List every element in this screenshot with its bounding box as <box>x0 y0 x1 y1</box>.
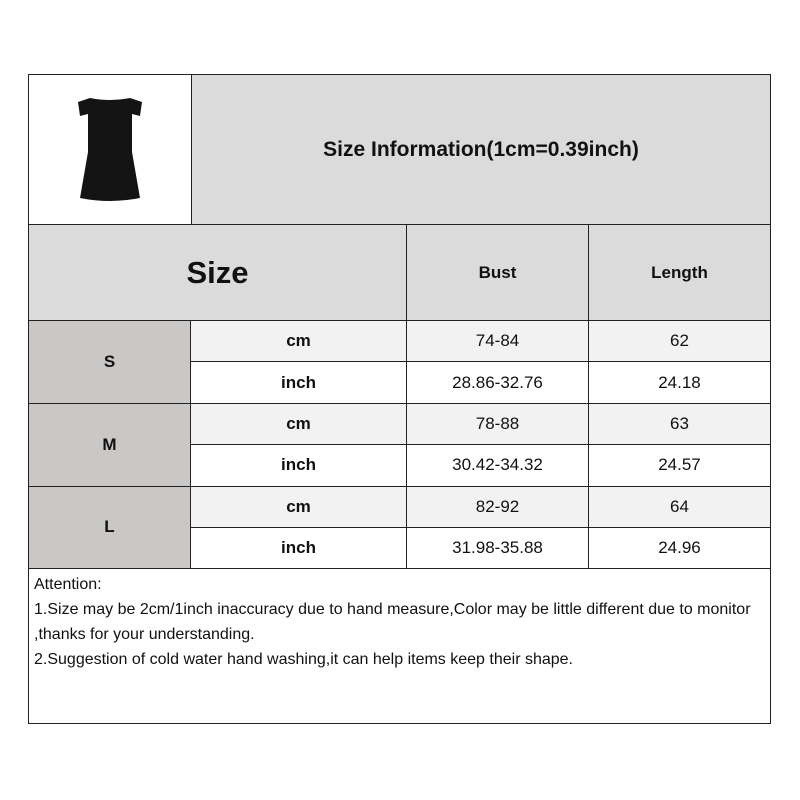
bust-cell: 31.98-35.88 <box>406 527 589 570</box>
page-title: Size Information(1cm=0.39inch) <box>191 74 771 225</box>
attention-title: Attention: <box>34 576 102 593</box>
length-cell: 24.18 <box>588 361 771 404</box>
attention-line: 2.Suggestion of cold water hand washing,… <box>34 651 573 668</box>
length-header: Length <box>588 224 771 321</box>
attention-line: 1.Size may be 2cm/1inch inaccuracy due t… <box>34 601 751 643</box>
size-header: Size <box>28 224 407 321</box>
length-cell: 24.96 <box>588 527 771 570</box>
unit-cell: cm <box>190 485 407 528</box>
length-cell: 63 <box>588 402 771 446</box>
bust-cell: 82-92 <box>406 485 589 528</box>
unit-cell: inch <box>190 444 407 487</box>
size-cell: M <box>28 402 191 487</box>
unit-cell: inch <box>190 527 407 570</box>
unit-cell: inch <box>190 361 407 404</box>
length-cell: 24.57 <box>588 444 771 487</box>
size-cell: L <box>28 485 191 570</box>
size-cell: S <box>28 320 191 404</box>
length-cell: 62 <box>588 320 771 363</box>
length-cell: 64 <box>588 485 771 528</box>
dress-icon <box>78 97 142 201</box>
bust-header: Bust <box>406 224 589 321</box>
attention-notes: Attention: 1.Size may be 2cm/1inch inacc… <box>28 568 771 724</box>
unit-cell: cm <box>190 320 407 363</box>
bust-cell: 30.42-34.32 <box>406 444 589 487</box>
unit-cell: cm <box>190 402 407 446</box>
product-image <box>28 74 192 225</box>
bust-cell: 28.86-32.76 <box>406 361 589 404</box>
bust-cell: 74-84 <box>406 320 589 363</box>
bust-cell: 78-88 <box>406 402 589 446</box>
